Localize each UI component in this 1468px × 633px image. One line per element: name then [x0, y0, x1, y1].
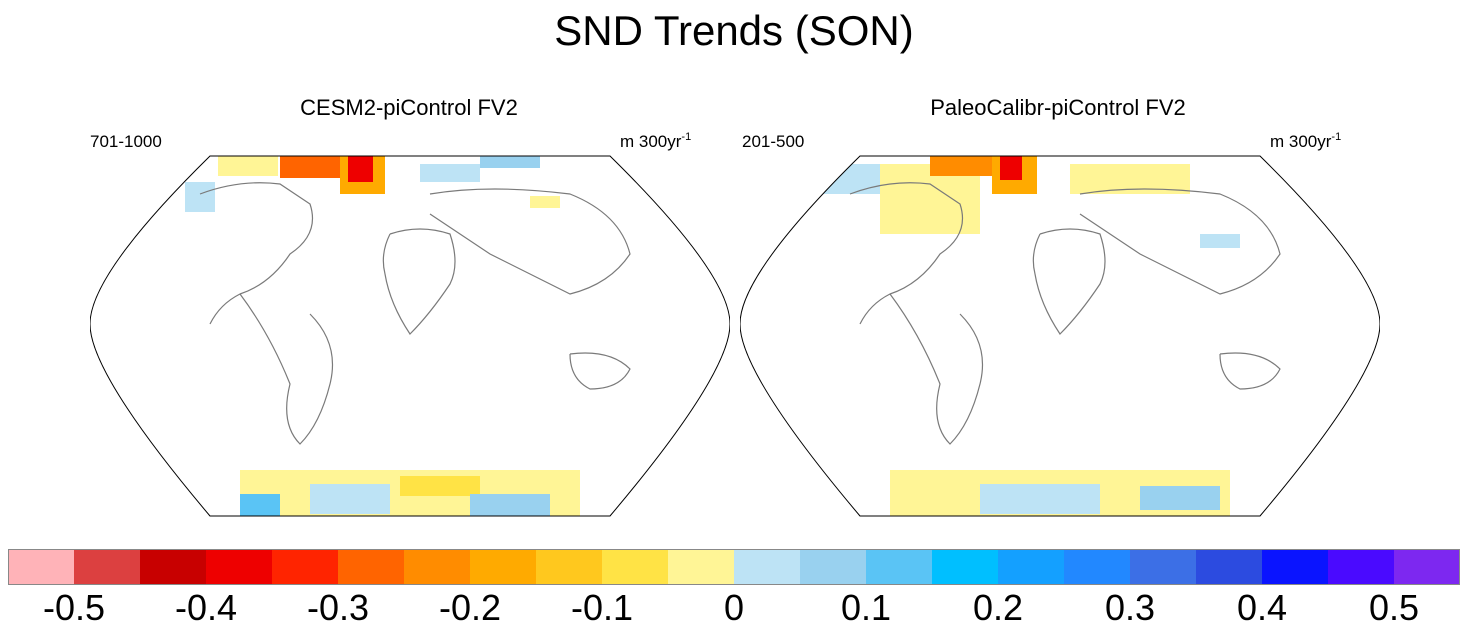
colorbar-tick-label: 0	[723, 587, 745, 628]
map-border	[740, 155, 1380, 517]
colorbar-tick-label: 0.5	[1368, 587, 1420, 628]
colorbar-swatch	[74, 549, 141, 585]
snow-trend-patch	[470, 494, 550, 516]
colorbar-swatch	[1262, 549, 1329, 585]
colorbar-swatch	[866, 549, 933, 585]
colorbar-swatch	[470, 549, 537, 585]
colorbar-swatch	[1328, 549, 1395, 585]
colorbar-frame	[8, 549, 1460, 585]
period-label-left: 701-1000	[90, 132, 162, 151]
colorbar-swatch	[1064, 549, 1131, 585]
snow-trend-patch	[400, 476, 480, 496]
units-label-left: m 300yr-1	[620, 131, 692, 151]
snow-trend-patch	[1000, 156, 1022, 180]
colorbar-tick-label: 0.3	[1104, 587, 1156, 628]
snow-trend-patch	[280, 156, 342, 178]
period-label-right: 201-500	[742, 132, 805, 151]
colorbar-tick-label: -0.3	[306, 587, 370, 628]
snow-trend-patch	[980, 484, 1100, 514]
colorbar-tick-label: 0.1	[840, 587, 892, 628]
colorbar-swatch	[932, 549, 999, 585]
panel-title-left: CESM2-piControl FV2	[300, 95, 518, 120]
colorbar-swatch	[734, 549, 801, 585]
snow-trend-patch	[1200, 234, 1240, 248]
world-map-right	[740, 155, 1380, 517]
colorbar-swatch	[536, 549, 603, 585]
snow-trend-patch	[310, 484, 390, 514]
snow-trend-patch	[480, 156, 540, 168]
colorbar-swatch	[338, 549, 405, 585]
snow-trend-patch	[240, 494, 280, 516]
map-border	[90, 155, 730, 517]
snow-trend-patch	[420, 164, 480, 182]
colorbar-swatch	[1196, 549, 1263, 585]
snow-trend-patch	[1140, 486, 1220, 510]
colorbar-swatch	[206, 549, 273, 585]
world-map-left	[90, 155, 730, 517]
colorbar-swatch	[272, 549, 339, 585]
colorbar-swatch	[668, 549, 735, 585]
colorbar-swatch	[998, 549, 1065, 585]
colorbar-tick-label: -0.5	[42, 587, 106, 628]
colorbar	[8, 549, 1460, 585]
colorbar-swatch	[602, 549, 669, 585]
units-label-right: m 300yr-1	[1270, 131, 1342, 151]
colorbar-swatch	[1394, 549, 1460, 585]
colorbar-tick-label: -0.4	[174, 587, 238, 628]
snow-trend-patch	[930, 156, 992, 176]
figure-title: SND Trends (SON)	[554, 7, 914, 54]
colorbar-tick-label: 0.4	[1236, 587, 1288, 628]
snow-trend-patch	[218, 156, 278, 176]
colorbar-tick-label: -0.1	[570, 587, 634, 628]
snow-trend-patch	[348, 156, 373, 182]
colorbar-tick-label: -0.2	[438, 587, 502, 628]
snow-trend-patch	[185, 182, 215, 212]
colorbar-tick-label: 0.2	[972, 587, 1024, 628]
colorbar-swatch	[1130, 549, 1197, 585]
colorbar-swatch	[800, 549, 867, 585]
snow-trend-patch	[530, 196, 560, 208]
colorbar-swatch	[140, 549, 207, 585]
panel-title-right: PaleoCalibr-piControl FV2	[930, 95, 1186, 120]
colorbar-swatch	[8, 549, 75, 585]
colorbar-swatch	[404, 549, 471, 585]
